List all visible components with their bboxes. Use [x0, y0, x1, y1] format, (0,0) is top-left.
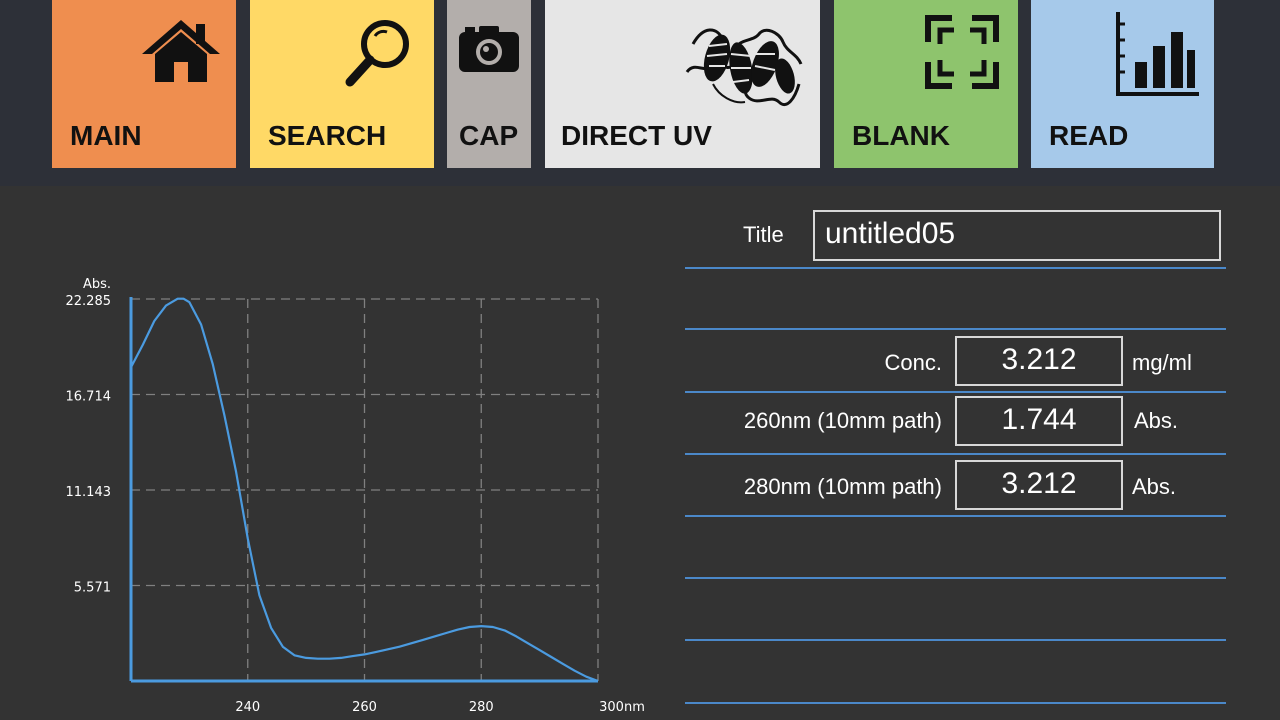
y-tick-label: 11.143 [66, 485, 112, 500]
divider [685, 515, 1226, 517]
a280-unit: Abs. [1132, 474, 1177, 499]
divider [685, 639, 1226, 641]
absorbance-chart-svg: 5.571 11.143 16.714 22.285 Abs. 240 260 280 300n… [66, 277, 645, 715]
camera-icon [459, 26, 519, 72]
divider [685, 702, 1226, 704]
x-tick-label: 300nm [599, 700, 645, 715]
result-panel: Title untitled05 Conc. 3.212 mg/ml 260nm… [685, 186, 1226, 720]
x-tick-label: 240 [235, 700, 260, 715]
divider [685, 453, 1226, 455]
main-button-label: MAIN [70, 120, 142, 151]
blank-frame-icon [925, 15, 999, 89]
read-button-label: READ [1049, 120, 1129, 151]
bar-chart-icon [1116, 12, 1199, 96]
main-button[interactable]: MAIN [52, 0, 236, 168]
home-icon [142, 20, 220, 82]
conc-label: Conc. [884, 350, 942, 375]
search-button-label: SEARCH [268, 120, 387, 151]
y-tick-label: 16.714 [66, 389, 112, 404]
absorbance-chart: 5.571 11.143 16.714 22.285 Abs. 240 260 280 300n… [0, 186, 680, 720]
y-tick-label: 22.285 [66, 294, 112, 309]
a260-unit: Abs. [1134, 408, 1179, 433]
direct-uv-button-label: DIRECT UV [561, 120, 712, 151]
protein-structure-icon [685, 28, 803, 107]
a260-value-field[interactable]: 1.744 [955, 396, 1123, 446]
x-tick-label: 280 [469, 700, 494, 715]
divider [685, 391, 1226, 393]
search-button[interactable]: SEARCH [250, 0, 434, 168]
search-icon [345, 20, 409, 87]
blank-button[interactable]: BLANK [834, 0, 1018, 168]
top-navigation-bar: MAIN SEARCH CAP DI [0, 0, 1280, 186]
x-tick-label: 260 [352, 700, 377, 715]
divider [685, 328, 1226, 330]
y-axis-label: Abs. [83, 277, 111, 292]
read-button[interactable]: READ [1031, 0, 1214, 168]
cap-button-label: CAP [459, 120, 519, 151]
conc-unit: mg/ml [1132, 350, 1192, 375]
a280-value-field[interactable]: 3.212 [955, 460, 1123, 510]
absorbance-curve [130, 297, 599, 683]
divider [685, 267, 1226, 269]
title-label: Title [743, 222, 784, 247]
conc-value-field[interactable]: 3.212 [955, 336, 1123, 386]
title-input[interactable]: untitled05 [813, 210, 1221, 261]
divider [685, 577, 1226, 579]
a280-label: 280nm (10mm path) [743, 474, 942, 499]
cap-button[interactable]: CAP [447, 0, 531, 168]
direct-uv-button[interactable]: DIRECT UV [545, 0, 820, 168]
y-tick-label: 5.571 [74, 581, 111, 596]
a260-label: 260nm (10mm path) [743, 408, 942, 433]
blank-button-label: BLANK [852, 120, 950, 151]
